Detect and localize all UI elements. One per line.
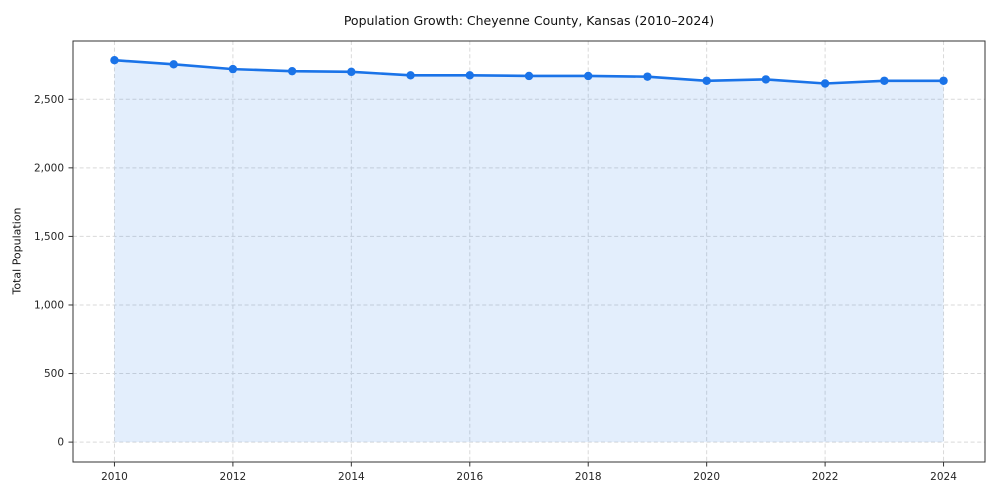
data-point-2013 bbox=[287, 66, 297, 76]
y-tick-label: 1,500 bbox=[34, 231, 64, 243]
x-tick-label: 2024 bbox=[930, 471, 957, 483]
chart-title: Population Growth: Cheyenne County, Kans… bbox=[343, 13, 715, 28]
y-tick-label: 0 bbox=[57, 437, 64, 449]
data-point-2010 bbox=[110, 55, 119, 65]
data-point-2024 bbox=[939, 76, 948, 85]
data-point-2012 bbox=[228, 64, 238, 74]
x-tick-label: 2016 bbox=[456, 471, 483, 483]
data-point-2022 bbox=[820, 79, 830, 88]
plot-border bbox=[72, 40, 986, 463]
data-point-2014 bbox=[347, 67, 356, 77]
y-tick-label: 500 bbox=[44, 368, 64, 380]
data-point-2019 bbox=[643, 72, 652, 81]
x-tick-label: 2018 bbox=[575, 471, 602, 483]
x-tick-label: 2022 bbox=[812, 471, 839, 483]
y-tick-label: 2,000 bbox=[34, 162, 64, 174]
data-point-2017 bbox=[524, 71, 534, 81]
x-tick-label: 2012 bbox=[220, 471, 247, 483]
x-tick-label: 2020 bbox=[693, 471, 720, 483]
data-point-2011 bbox=[169, 60, 178, 69]
area-fill bbox=[114, 60, 944, 443]
data-point-2020 bbox=[702, 76, 711, 85]
data-point-2023 bbox=[880, 76, 889, 85]
x-tick-label: 2010 bbox=[101, 471, 128, 483]
x-tick-label: 2014 bbox=[338, 471, 365, 483]
data-point-2018 bbox=[584, 71, 593, 81]
data-point-2015 bbox=[406, 71, 415, 80]
data-point-2016 bbox=[465, 71, 474, 80]
data-point-2021 bbox=[761, 75, 771, 84]
y-tick-label: 1,000 bbox=[34, 299, 64, 311]
y-tick-label: 2,500 bbox=[34, 94, 64, 106]
